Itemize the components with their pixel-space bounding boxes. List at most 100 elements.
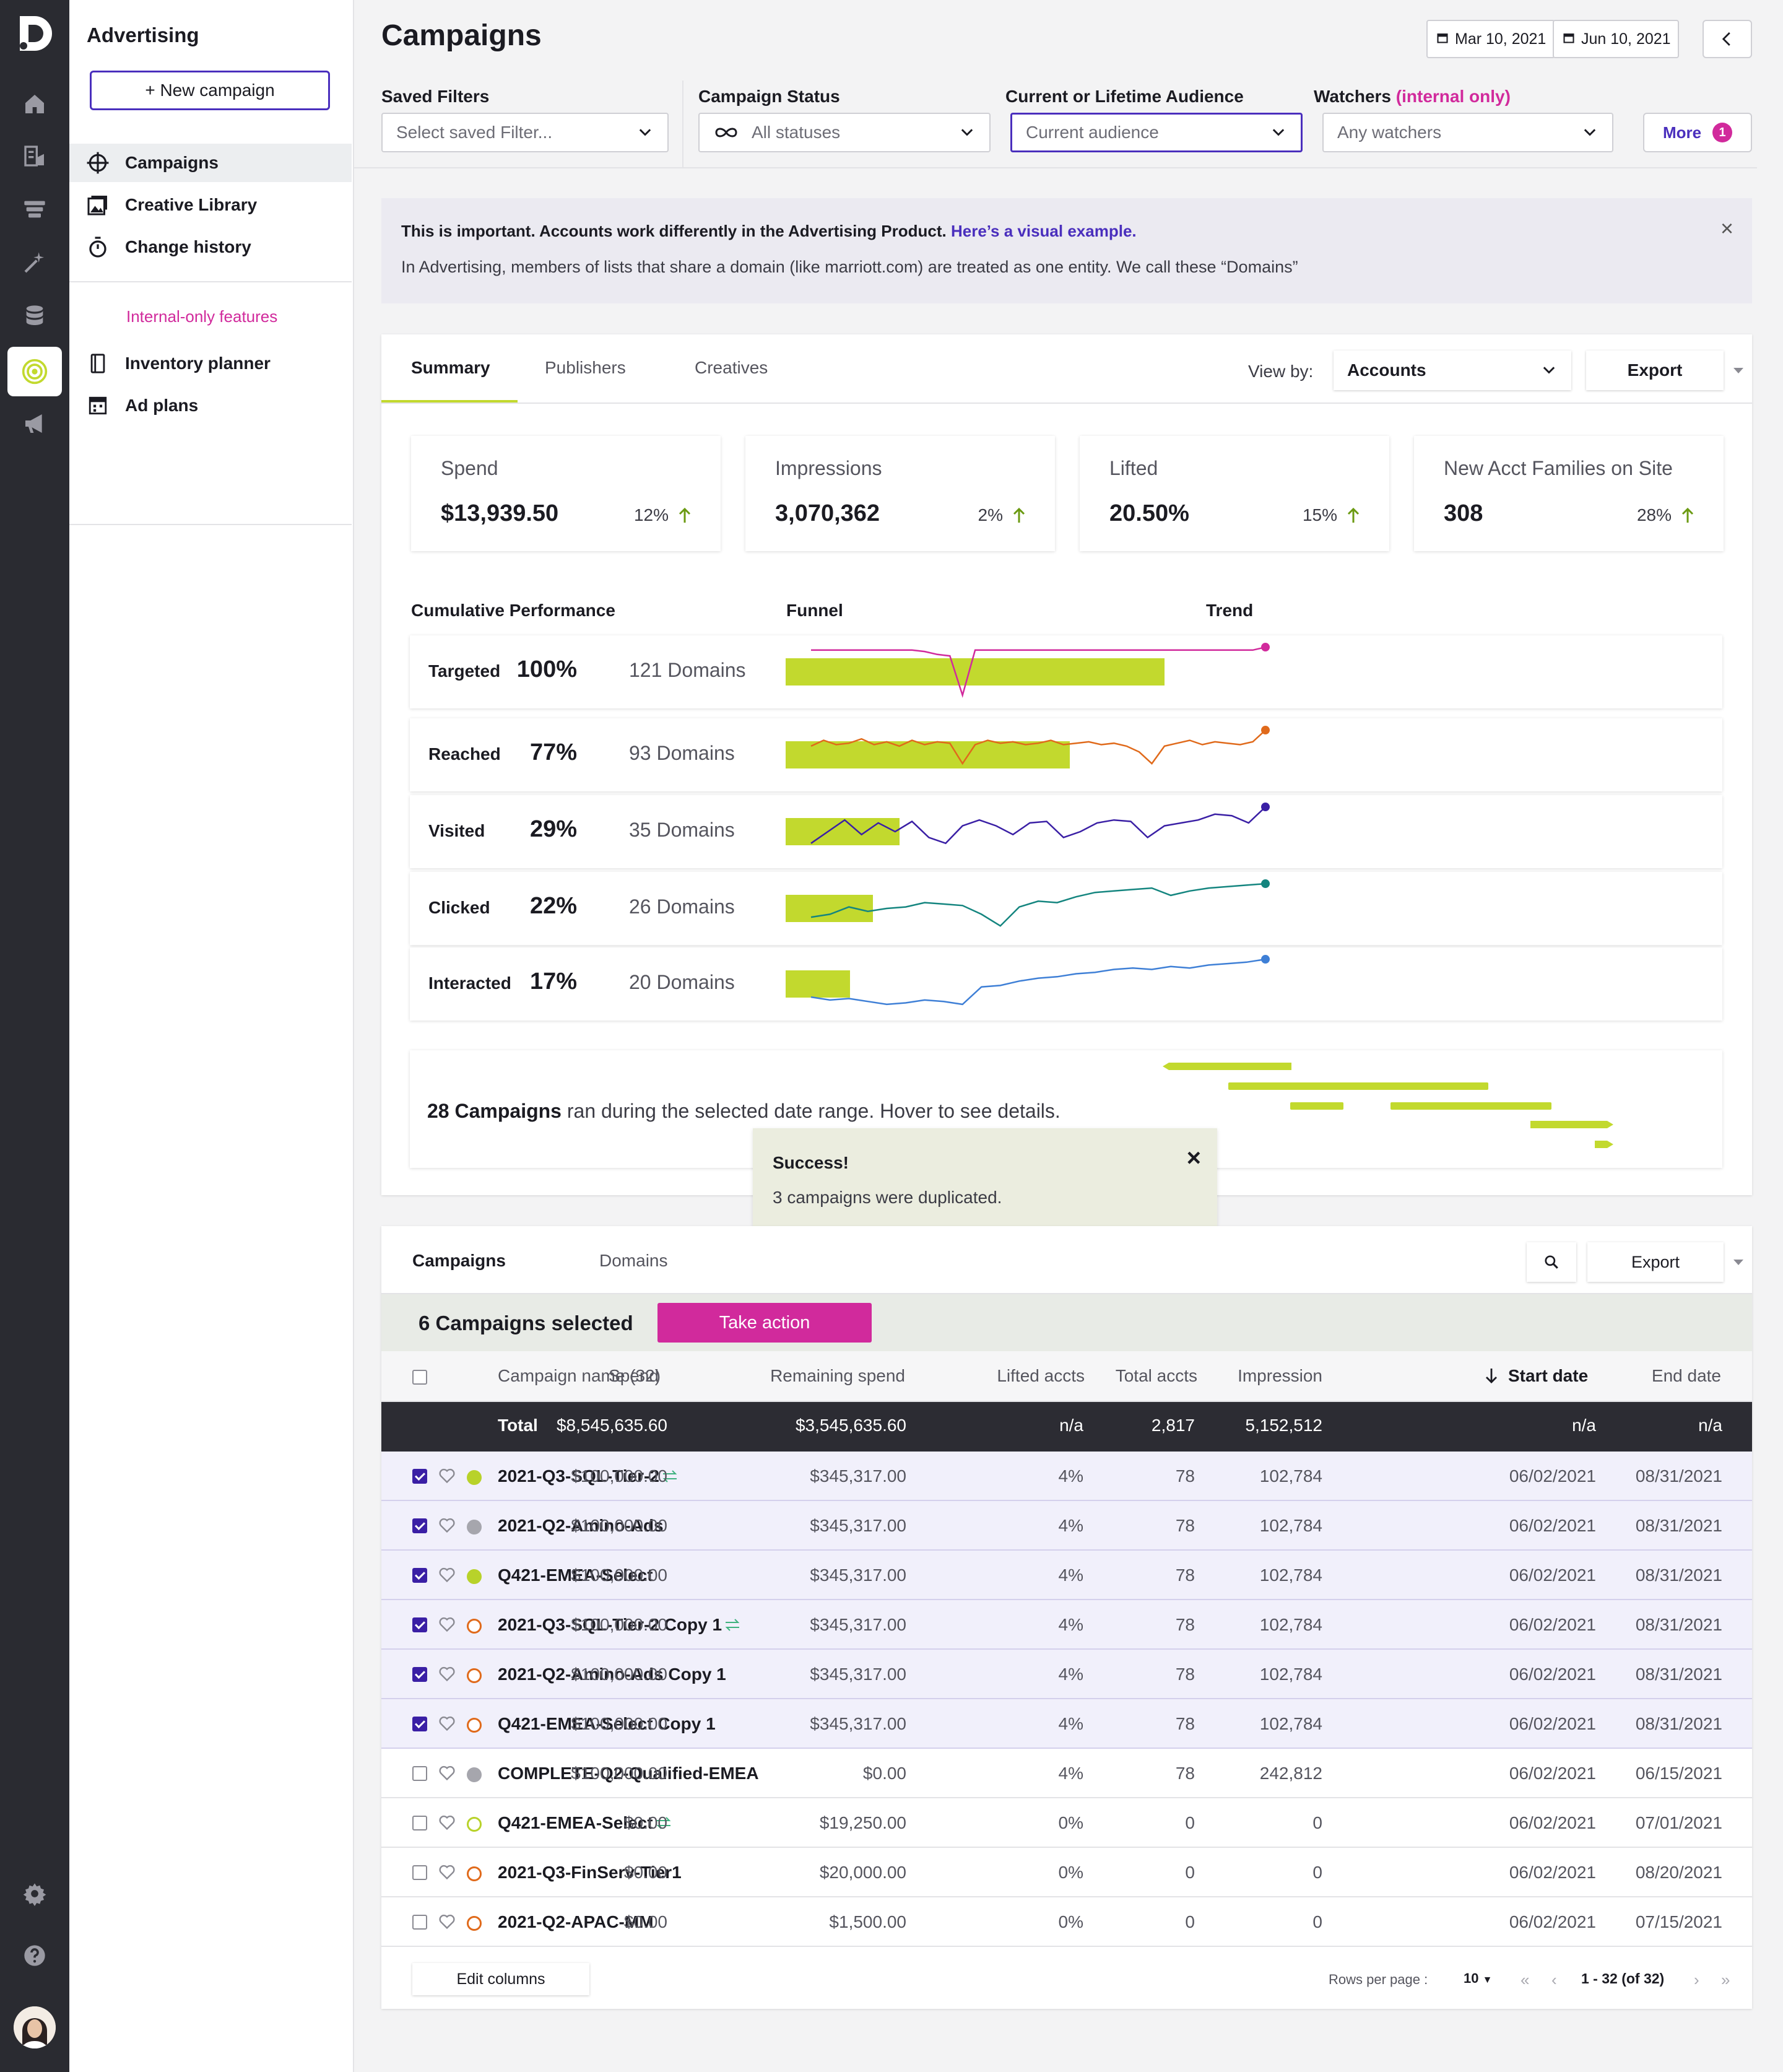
table-row[interactable]: Q421-EMEA-Select $100,000.00 $345,317.00 78… bbox=[381, 1551, 1752, 1600]
campaign-name-link[interactable]: Q421-EMEA-Select bbox=[498, 1565, 653, 1585]
tab-creatives[interactable]: Creatives bbox=[695, 358, 768, 377]
nav-item-inventory-planner[interactable]: Inventory planner bbox=[69, 344, 352, 383]
audience-select[interactable]: Current audience bbox=[1010, 113, 1303, 152]
row-checkbox[interactable] bbox=[412, 1865, 427, 1880]
heart-icon[interactable] bbox=[438, 1616, 456, 1635]
campaign-name-link[interactable]: 2021-Q3-SQL-Tier-2 bbox=[498, 1466, 678, 1486]
row-checkbox[interactable] bbox=[412, 1518, 427, 1533]
col-impression[interactable]: Impression bbox=[1238, 1366, 1322, 1385]
start-date-picker[interactable]: Mar 10, 2021 bbox=[1426, 20, 1555, 58]
edit-columns-button[interactable]: Edit columns bbox=[412, 1963, 589, 1995]
heart-icon[interactable] bbox=[438, 1468, 456, 1487]
row-checkbox[interactable] bbox=[412, 1766, 427, 1781]
summary-export-button[interactable]: Export bbox=[1586, 350, 1724, 390]
megaphone-icon[interactable] bbox=[20, 409, 50, 438]
end-date-picker[interactable]: Jun 10, 2021 bbox=[1553, 20, 1679, 58]
view-by-select[interactable]: Accounts bbox=[1334, 350, 1571, 390]
funnel-stack-icon[interactable] bbox=[20, 194, 50, 224]
campaign-name-link[interactable]: Q421-EMEA-Select bbox=[498, 1813, 672, 1833]
building-chart-icon[interactable] bbox=[20, 141, 50, 171]
campaign-name-link[interactable]: COMPLETE-Q2-Qualified-EMEA bbox=[498, 1764, 759, 1783]
tab-campaigns[interactable]: Campaigns bbox=[412, 1251, 506, 1270]
nav-item-ad-plans[interactable]: Ad plans bbox=[69, 386, 352, 425]
row-checkbox[interactable] bbox=[412, 1915, 427, 1930]
campaign-name-link[interactable]: 2021-Q2-Amino-Ads Copy 1 bbox=[498, 1665, 726, 1684]
campaign-name-link[interactable]: 2021-Q2-APAC-MM bbox=[498, 1912, 654, 1932]
banner-close-icon[interactable]: × bbox=[1720, 215, 1733, 241]
heart-icon[interactable] bbox=[438, 1913, 456, 1933]
table-row[interactable]: 2021-Q3-FinServ-Tier1 $0.00 $20,000.00 0 0% 0… bbox=[381, 1848, 1752, 1897]
row-checkbox[interactable] bbox=[412, 1816, 427, 1830]
gear-icon[interactable] bbox=[20, 1879, 50, 1909]
table-row[interactable]: 2021-Q2-APAC-MM $0.00 $1,500.00 0 0% 0 06/02/2… bbox=[381, 1897, 1752, 1947]
help-icon[interactable] bbox=[20, 1941, 50, 1970]
col-end-date[interactable]: End date bbox=[1651, 1366, 1721, 1385]
campaign-name-link[interactable]: 2021-Q3-FinServ-Tier1 bbox=[498, 1863, 682, 1883]
toast-close-icon[interactable]: × bbox=[1186, 1144, 1201, 1172]
funnel-row-visited[interactable]: Visited 29% 35 Domains bbox=[410, 795, 1722, 868]
funnel-row-clicked[interactable]: Clicked 22% 26 Domains bbox=[410, 872, 1722, 945]
row-checkbox[interactable] bbox=[412, 1617, 427, 1632]
nav-item-change-history[interactable]: Change history bbox=[69, 228, 352, 266]
app-logo[interactable] bbox=[15, 14, 54, 53]
tab-publishers[interactable]: Publishers bbox=[545, 358, 626, 377]
tab-summary[interactable]: Summary bbox=[411, 358, 490, 377]
take-action-button[interactable]: Take action bbox=[657, 1303, 872, 1343]
heart-icon[interactable] bbox=[438, 1814, 456, 1834]
campaign-timeline-bars[interactable] bbox=[1153, 1050, 1722, 1168]
advertising-target-icon[interactable] bbox=[7, 347, 62, 396]
home-icon[interactable] bbox=[20, 89, 50, 119]
trend-sparkline[interactable] bbox=[806, 872, 1295, 945]
prev-page-icon[interactable]: ‹ bbox=[1551, 1970, 1557, 1989]
trend-sparkline[interactable] bbox=[806, 947, 1295, 1021]
new-campaign-button[interactable]: + New campaign bbox=[90, 71, 330, 110]
export-dropdown-icon[interactable] bbox=[1733, 1260, 1743, 1265]
heart-icon[interactable] bbox=[438, 1864, 456, 1883]
col-campaign-name[interactable]: Campaign name (32) bbox=[498, 1366, 661, 1385]
first-page-icon[interactable]: « bbox=[1521, 1970, 1530, 1989]
trend-sparkline[interactable] bbox=[806, 795, 1295, 868]
magic-wand-icon[interactable] bbox=[20, 248, 50, 277]
campaign-name-link[interactable]: Q421-EMEA-Select Copy 1 bbox=[498, 1714, 716, 1734]
nav-item-campaigns[interactable]: Campaigns bbox=[69, 144, 352, 182]
table-row[interactable]: COMPLETE-Q2-Qualified-EMEA $100,000.00 $0.… bbox=[381, 1749, 1752, 1798]
funnel-row-interacted[interactable]: Interacted 17% 20 Domains bbox=[410, 947, 1722, 1021]
table-row[interactable]: 2021-Q2-Amino-Ads $100,000.00 $345,317.00 7… bbox=[381, 1501, 1752, 1551]
rows-per-page-select[interactable]: 10 ▼ bbox=[1464, 1970, 1492, 1987]
trend-sparkline[interactable] bbox=[806, 718, 1295, 791]
more-filters-button[interactable]: More 1 bbox=[1643, 113, 1752, 152]
row-checkbox[interactable] bbox=[412, 1717, 427, 1731]
row-checkbox[interactable] bbox=[412, 1667, 427, 1682]
user-avatar[interactable] bbox=[14, 2006, 56, 2048]
col-total-accts[interactable]: Total accts bbox=[1115, 1366, 1197, 1385]
saved-filters-select[interactable]: Select saved Filter... bbox=[381, 113, 669, 152]
banner-example-link[interactable]: Here’s a visual example. bbox=[950, 222, 1137, 240]
heart-icon[interactable] bbox=[438, 1666, 456, 1685]
row-checkbox[interactable] bbox=[412, 1568, 427, 1583]
table-export-button[interactable]: Export bbox=[1587, 1242, 1724, 1282]
funnel-row-targeted[interactable]: Targeted 100% 121 Domains bbox=[410, 635, 1722, 708]
next-page-icon[interactable]: › bbox=[1694, 1970, 1699, 1989]
table-search-button[interactable] bbox=[1527, 1242, 1576, 1282]
campaign-status-select[interactable]: All statuses bbox=[698, 113, 991, 152]
row-checkbox[interactable] bbox=[412, 1469, 427, 1484]
watchers-select[interactable]: Any watchers bbox=[1322, 113, 1613, 152]
heart-icon[interactable] bbox=[438, 1567, 456, 1586]
col-lifted-accts[interactable]: Lifted accts bbox=[997, 1366, 1085, 1385]
trend-sparkline[interactable] bbox=[806, 635, 1295, 708]
table-row[interactable]: 2021-Q3-SQL-Tier-2 $100,000.00 $345,317.00… bbox=[381, 1452, 1752, 1501]
table-row[interactable]: Q421-EMEA-Select $0.00 $19,250.00 0 0% 0 06/02… bbox=[381, 1798, 1752, 1848]
select-all-checkbox[interactable] bbox=[412, 1370, 427, 1385]
heart-icon[interactable] bbox=[438, 1765, 456, 1784]
table-row[interactable]: 2021-Q2-Amino-Ads Copy 1 $100,000.00 $345,… bbox=[381, 1650, 1752, 1699]
last-page-icon[interactable]: » bbox=[1721, 1970, 1730, 1989]
table-row[interactable]: 2021-Q3-SQL-Tier-2 Copy 1 $100,000.00 $345… bbox=[381, 1600, 1752, 1650]
table-row[interactable]: Q421-EMEA-Select Copy 1 $100,000.00 $345,3… bbox=[381, 1699, 1752, 1749]
tab-domains[interactable]: Domains bbox=[599, 1251, 668, 1270]
heart-icon[interactable] bbox=[438, 1517, 456, 1536]
export-dropdown-icon[interactable] bbox=[1733, 368, 1743, 373]
campaign-name-link[interactable]: 2021-Q2-Amino-Ads bbox=[498, 1516, 664, 1536]
campaign-name-link[interactable]: 2021-Q3-SQL-Tier-2 Copy 1 bbox=[498, 1615, 740, 1635]
heart-icon[interactable] bbox=[438, 1715, 456, 1735]
database-icon[interactable] bbox=[20, 301, 50, 331]
